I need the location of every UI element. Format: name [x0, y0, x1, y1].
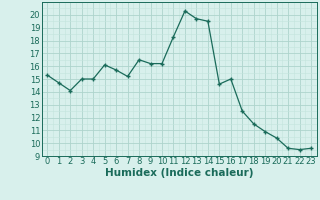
- X-axis label: Humidex (Indice chaleur): Humidex (Indice chaleur): [105, 168, 253, 178]
